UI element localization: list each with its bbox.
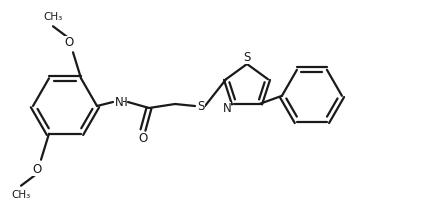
Text: CH₃: CH₃ [11, 190, 31, 200]
Text: O: O [32, 163, 42, 176]
Text: CH₃: CH₃ [43, 12, 63, 22]
Text: O: O [138, 131, 147, 144]
Text: H: H [119, 96, 127, 109]
Text: S: S [243, 50, 251, 63]
Text: N: N [223, 102, 231, 115]
Text: N: N [115, 96, 123, 109]
Text: S: S [197, 99, 205, 112]
Text: O: O [64, 36, 74, 49]
